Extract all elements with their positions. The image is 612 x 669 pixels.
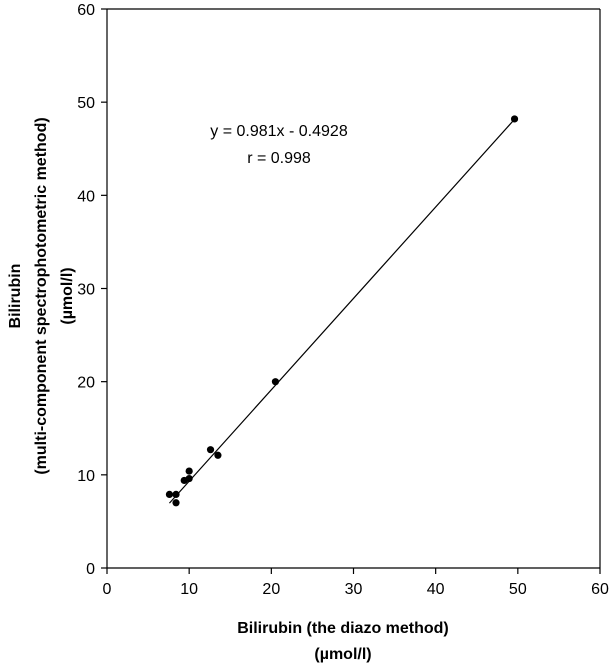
y-tick-label: 40: [77, 188, 95, 205]
data-point: [165, 490, 174, 498]
x-tick-label: 50: [509, 581, 527, 598]
x-tick-label: 40: [427, 581, 445, 598]
data-point: [214, 451, 222, 459]
trendline: [169, 118, 515, 504]
data-point: [510, 115, 519, 123]
points-layer: [165, 115, 519, 507]
y-tick-label: 20: [77, 375, 95, 392]
data-point: [172, 499, 180, 507]
y-tick-label: 30: [77, 282, 95, 299]
data-point: [185, 467, 193, 475]
x-axis-title-line-2: (µmol/l): [314, 646, 371, 663]
y-tick-label: 60: [77, 2, 95, 19]
y-axis-title-line-3-group: (µmol/l): [59, 267, 76, 324]
axes-layer: [106, 8, 601, 569]
trendline-layer: [169, 118, 515, 504]
y-axis-title-line-1-group: Bilirubin: [7, 264, 24, 329]
x-tick-label: 30: [345, 581, 363, 598]
x-tick-label: 0: [103, 581, 112, 598]
ticks-layer: 0 10 20 30 40 50 60 0 10 20 30 40 50 60: [77, 2, 609, 598]
y-tick-label: 0: [86, 561, 95, 578]
y-axis-title-line-2-group: (multi-component spectrophotometric meth…: [33, 117, 50, 474]
data-point: [271, 378, 280, 386]
x-axis-title-line-1: Bilirubin (the diazo method): [237, 620, 449, 637]
y-tick-label: 50: [77, 95, 95, 112]
y-axis-title-line-1: Bilirubin: [7, 264, 24, 329]
data-point: [206, 446, 215, 454]
x-tick-label: 10: [180, 581, 198, 598]
y-axis-title-line-2: (multi-component spectrophotometric meth…: [33, 117, 50, 474]
y-axis-title-line-3: (µmol/l): [59, 267, 76, 324]
x-tick-label: 20: [262, 581, 280, 598]
correlation-annotation: r = 0.998: [247, 150, 311, 167]
data-point: [185, 474, 193, 483]
data-point: [172, 490, 180, 498]
x-tick-label: 60: [591, 581, 609, 598]
equation-annotation: y = 0.981x - 0.4928: [210, 123, 348, 140]
y-tick-label: 10: [77, 468, 95, 485]
